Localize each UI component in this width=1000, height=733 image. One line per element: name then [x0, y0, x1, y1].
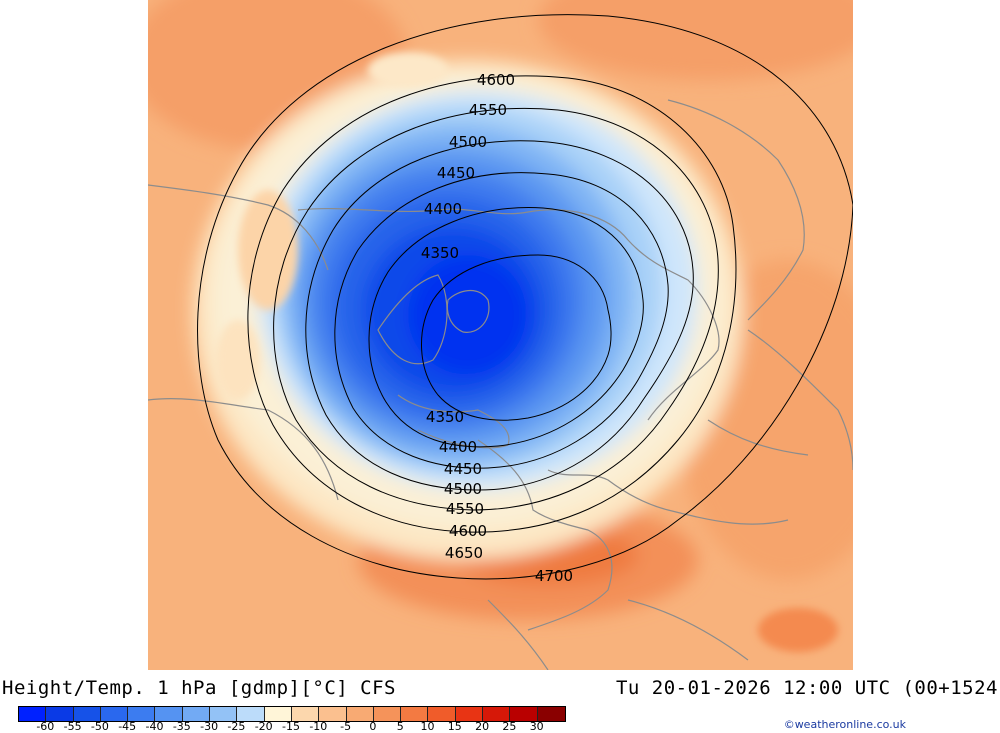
colorbar-swatch: [537, 707, 565, 721]
colorbar-swatch: [455, 707, 484, 721]
contour-label: 4400: [424, 200, 462, 218]
colorbar-tick-label: 20: [475, 720, 490, 733]
contour-label: 4550: [446, 500, 484, 518]
contour-label: 4450: [444, 460, 482, 478]
colorbar-swatch: [73, 707, 101, 721]
chart-title: Height/Temp. 1 hPa [gdmp][°C] CFS: [2, 677, 396, 699]
colorbar-swatch: [155, 707, 183, 721]
colorbar-swatch: [428, 707, 456, 721]
contour-label: 4450: [437, 164, 475, 182]
contour-label: 4350: [421, 244, 459, 262]
contour-label: 4350: [426, 408, 464, 426]
colorbar-ticks: -60 -55 -50 -45 -40 -35 -30 -25 -20 -15 -10 -5 0 5 10 1…: [18, 720, 564, 733]
contour-label: 4550: [469, 101, 507, 119]
colorbar-tick-label: 5: [396, 720, 404, 733]
contour-label: 4500: [449, 133, 487, 151]
height-contours: [197, 14, 853, 580]
colorbar-swatch: [373, 707, 402, 721]
contour-label: 4400: [439, 438, 477, 456]
temperature-field: [148, 0, 853, 620]
colorbar-swatch: [264, 707, 292, 721]
colorbar-tick-label: -40: [145, 720, 164, 733]
coastlines: [148, 99, 853, 670]
colorbar-tick-label: -60: [36, 720, 55, 733]
colorbar-swatch: [401, 707, 429, 721]
colorbar-tick-label: -20: [254, 720, 273, 733]
colorbar-tick-label: -55: [63, 720, 82, 733]
colorbar-swatch: [19, 707, 47, 721]
colorbar-tick-label: -35: [172, 720, 191, 733]
colorbar-swatch: [210, 707, 238, 721]
colorbar-tick-label: 0: [369, 720, 377, 733]
colorbar-swatch: [128, 707, 156, 721]
temperature-colorbar: [18, 706, 566, 722]
colorbar-tick-label: -10: [309, 720, 328, 733]
colorbar-swatch: [483, 707, 511, 721]
colorbar-swatch: [510, 707, 538, 721]
contour-label: 4600: [449, 522, 487, 540]
contour-label: 4600: [477, 71, 515, 89]
colorbar-tick-label: -15: [282, 720, 300, 733]
map-panel: 4600 4550 4500 4450 4400 4350 4350 4400 …: [148, 0, 853, 670]
contour-label: 4650: [445, 544, 483, 562]
colorbar-tick-label: 15: [447, 720, 462, 733]
colorbar-swatch: [319, 707, 347, 721]
colorbar-swatch: [100, 707, 129, 721]
colorbar-swatch: [291, 707, 320, 721]
colorbar-swatch: [237, 707, 265, 721]
colorbar-tick-label: -30: [200, 720, 219, 733]
colorbar-swatch: [182, 707, 211, 721]
contour-labels: 4600 4550 4500 4450 4400 4350 4350 4400 …: [421, 71, 573, 585]
contour-label: 4700: [535, 567, 573, 585]
contour-label: 4500: [444, 480, 482, 498]
colorbar-tick-label: 25: [502, 720, 517, 733]
colorbar-swatch: [346, 707, 374, 721]
colorbar-tick-label: -25: [227, 720, 246, 733]
colorbar-swatch: [46, 707, 74, 721]
height-temp-map: 4600 4550 4500 4450 4400 4350 4350 4400 …: [148, 0, 853, 670]
colorbar-tick-label: 10: [420, 720, 435, 733]
colorbar-tick-label: -5: [340, 720, 352, 733]
colorbar-tick-label: -50: [90, 720, 109, 733]
valid-datetime: Tu 20-01-2026 12:00 UTC (00+1524: [615, 677, 998, 699]
credit-link[interactable]: ©weatheronline.co.uk: [783, 718, 906, 731]
colorbar-tick-label: -45: [118, 720, 137, 733]
colorbar-tick-label: 30: [529, 720, 544, 733]
